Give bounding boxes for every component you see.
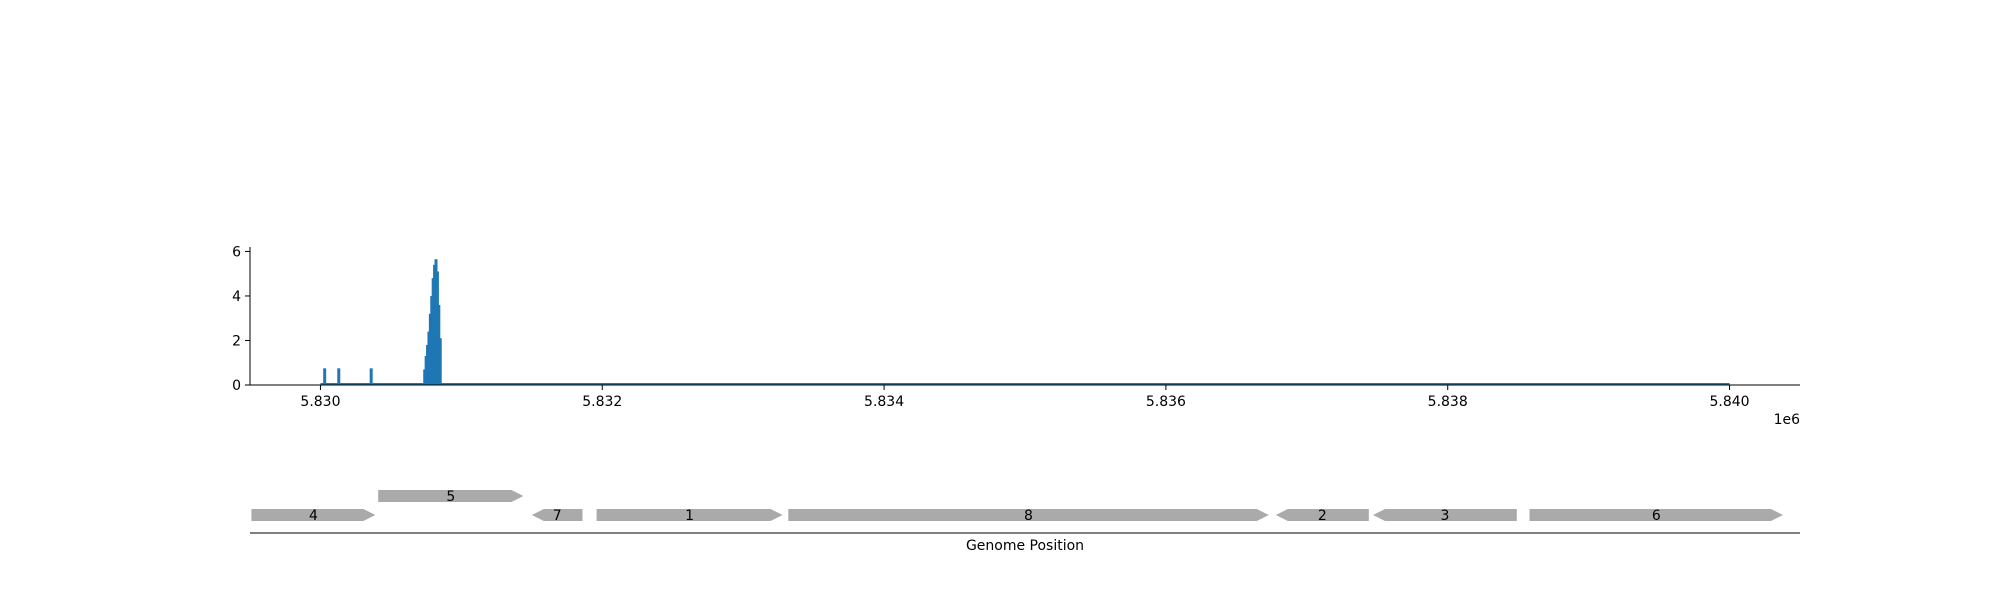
coverage-bar bbox=[323, 368, 327, 385]
x-tick-label: 5.838 bbox=[1428, 394, 1468, 410]
gene-label: 2 bbox=[1318, 508, 1327, 524]
gene-features: 4 5 7 1 8 2 3 6 bbox=[251, 489, 1784, 524]
x-axis-label: Genome Position bbox=[966, 538, 1084, 554]
gene-arrow bbox=[378, 490, 524, 502]
gene-track: 4 5 7 1 8 2 3 6 Genome Position bbox=[250, 489, 1800, 554]
gene-label: 1 bbox=[685, 508, 694, 524]
coverage-bars bbox=[323, 259, 442, 385]
y-tick-label: 0 bbox=[232, 378, 241, 394]
gene-label: 3 bbox=[1440, 508, 1449, 524]
x-tick-label: 5.834 bbox=[864, 394, 904, 410]
coverage-bar bbox=[337, 368, 341, 385]
gene-arrow bbox=[251, 509, 376, 521]
gene-label: 7 bbox=[553, 508, 562, 524]
coverage-bar bbox=[369, 368, 373, 385]
gene-arrow bbox=[1373, 509, 1517, 521]
x-tick-label: 5.836 bbox=[1146, 394, 1186, 410]
y-tick-label: 6 bbox=[232, 244, 241, 260]
x-tick-label: 5.840 bbox=[1709, 394, 1749, 410]
x-axis-ticks: 5.830 5.832 5.834 5.836 5.838 5.840 bbox=[300, 385, 1750, 410]
y-tick-label: 4 bbox=[232, 289, 241, 305]
gene-label: 4 bbox=[309, 508, 318, 524]
y-tick-label: 2 bbox=[232, 333, 241, 349]
coverage-plot: 0 2 4 6 5.830 5.832 5.834 5.836 5.838 5.840 1e6 bbox=[232, 244, 1800, 428]
gene-arrow bbox=[788, 509, 1269, 521]
x-tick-label: 5.832 bbox=[582, 394, 622, 410]
y-axis-ticks: 0 2 4 6 bbox=[232, 244, 250, 394]
gene-label: 6 bbox=[1652, 508, 1661, 524]
gene-arrow bbox=[531, 509, 583, 521]
gene-arrow bbox=[1529, 509, 1784, 521]
gene-arrow bbox=[596, 509, 783, 521]
gene-arrow bbox=[1275, 509, 1369, 521]
gene-label: 8 bbox=[1024, 508, 1033, 524]
coverage-bar bbox=[438, 338, 442, 385]
gene-label: 5 bbox=[446, 489, 455, 505]
x-tick-label: 5.830 bbox=[300, 394, 340, 410]
x-axis-offset-label: 1e6 bbox=[1774, 412, 1801, 428]
